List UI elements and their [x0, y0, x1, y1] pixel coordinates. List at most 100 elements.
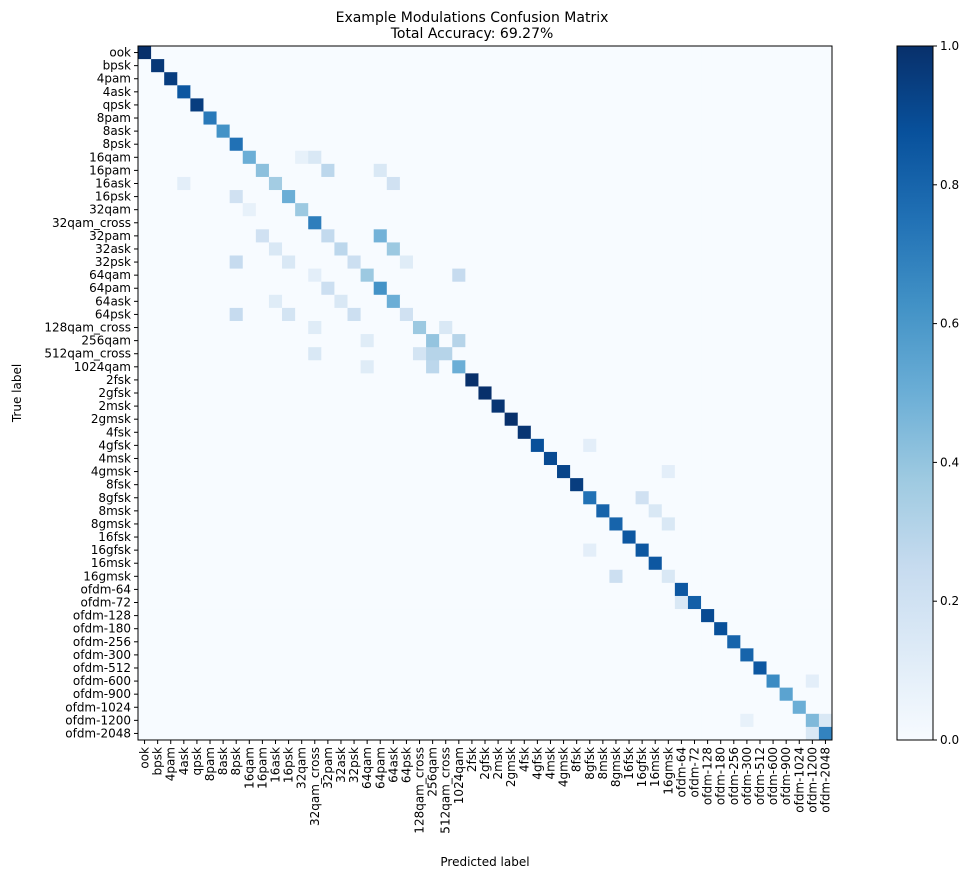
heatmap-cell — [203, 281, 217, 296]
heatmap-cell — [373, 595, 388, 610]
heatmap-cell — [478, 491, 492, 505]
heatmap-cell — [295, 386, 309, 400]
heatmap-cell — [426, 543, 440, 558]
x-tick-label: 64psk — [399, 747, 413, 783]
heatmap-cell — [216, 59, 231, 73]
heatmap-cell — [727, 504, 741, 518]
heatmap-cell — [714, 478, 728, 492]
heatmap-cell — [622, 373, 636, 387]
heatmap-cell — [635, 517, 650, 531]
heatmap-cell — [452, 373, 466, 387]
heatmap-cell — [661, 216, 676, 230]
heatmap-cell — [242, 281, 257, 296]
heatmap-cell — [661, 700, 676, 715]
heatmap-cell — [282, 203, 296, 217]
heatmap-cell — [347, 504, 362, 518]
heatmap-cell — [478, 229, 492, 243]
heatmap-cell — [255, 622, 270, 636]
heatmap-cell — [177, 72, 191, 86]
heatmap-cell — [805, 399, 820, 414]
heatmap-cell — [491, 124, 506, 139]
heatmap-cell — [622, 72, 636, 86]
heatmap-cell — [674, 163, 689, 178]
heatmap-cell — [412, 504, 427, 518]
heatmap-cell — [190, 399, 204, 414]
heatmap-cell — [452, 320, 466, 335]
heatmap-cell — [465, 190, 479, 204]
heatmap-cell — [360, 504, 375, 518]
heatmap-cell — [478, 190, 492, 204]
heatmap-cell — [714, 622, 728, 636]
heatmap-cell — [229, 438, 244, 453]
heatmap-cell — [268, 425, 283, 440]
heatmap-cell — [596, 281, 610, 296]
heatmap-cell — [138, 635, 152, 649]
heatmap-cell — [557, 569, 571, 584]
heatmap-cell — [648, 190, 663, 204]
heatmap-cell — [203, 59, 217, 73]
heatmap-cell — [543, 648, 558, 662]
heatmap-cell — [714, 124, 728, 139]
heatmap-cell — [740, 320, 754, 335]
heatmap-cell — [570, 229, 584, 243]
heatmap-cell — [268, 176, 283, 191]
heatmap-cell — [491, 491, 506, 505]
heatmap-cell — [386, 124, 401, 139]
heatmap-cell — [177, 255, 191, 270]
heatmap-cell — [151, 530, 165, 544]
heatmap-cell — [203, 556, 217, 571]
heatmap-cell — [648, 111, 663, 125]
heatmap-cell — [753, 347, 767, 361]
heatmap-cell — [570, 582, 584, 597]
heatmap-cell — [295, 281, 309, 296]
heatmap-cell — [596, 347, 610, 361]
y-tick-label: qpsk — [103, 98, 131, 112]
heatmap-cell — [164, 137, 178, 152]
heatmap-cell — [687, 190, 702, 204]
heatmap-cell — [766, 373, 781, 387]
heatmap-cell — [242, 347, 257, 361]
heatmap-cell — [583, 556, 597, 571]
heatmap-cell — [766, 399, 781, 414]
heatmap-cell — [347, 700, 362, 715]
x-tick-label: 128qam_cross — [413, 747, 427, 834]
heatmap-cell — [478, 386, 492, 400]
heatmap-cell — [740, 478, 754, 492]
heatmap-cell — [491, 190, 506, 204]
heatmap-cell — [439, 726, 453, 741]
heatmap-cell — [295, 674, 309, 689]
heatmap-cell — [714, 320, 728, 335]
heatmap-cell — [426, 334, 440, 348]
heatmap-cell — [622, 399, 636, 414]
heatmap-cell — [439, 635, 453, 649]
heatmap-cell — [138, 59, 152, 73]
heatmap-cell — [373, 635, 388, 649]
heatmap-cell — [818, 203, 833, 217]
heatmap-cell — [570, 399, 584, 414]
heatmap-cell — [360, 190, 375, 204]
heatmap-cell — [478, 451, 492, 466]
heatmap-cell — [766, 216, 781, 230]
heatmap-cell — [373, 190, 388, 204]
heatmap-cell — [190, 59, 204, 73]
heatmap-cell — [792, 543, 807, 558]
heatmap-cell — [478, 530, 492, 544]
y-tick-label: 8msk — [98, 504, 131, 518]
heatmap-cell — [177, 307, 191, 322]
heatmap-cell — [465, 635, 479, 649]
heatmap-cell — [229, 543, 244, 558]
heatmap-cell — [347, 163, 362, 178]
heatmap-cell — [530, 72, 545, 86]
heatmap-cell — [465, 150, 479, 165]
heatmap-cell — [190, 648, 204, 662]
heatmap-cell — [543, 229, 558, 243]
heatmap-cell — [190, 582, 204, 597]
heatmap-cell — [138, 412, 152, 427]
heatmap-cell — [687, 700, 702, 715]
heatmap-cell — [229, 726, 244, 741]
heatmap-cell — [177, 438, 191, 453]
heatmap-cell — [818, 700, 833, 715]
heatmap-cell — [282, 491, 296, 505]
heatmap-cell — [242, 595, 257, 610]
colorbar-tick-label: 1.0 — [940, 39, 959, 53]
